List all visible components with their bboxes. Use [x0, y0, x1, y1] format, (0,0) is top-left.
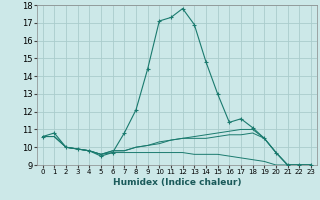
X-axis label: Humidex (Indice chaleur): Humidex (Indice chaleur) — [113, 178, 241, 187]
